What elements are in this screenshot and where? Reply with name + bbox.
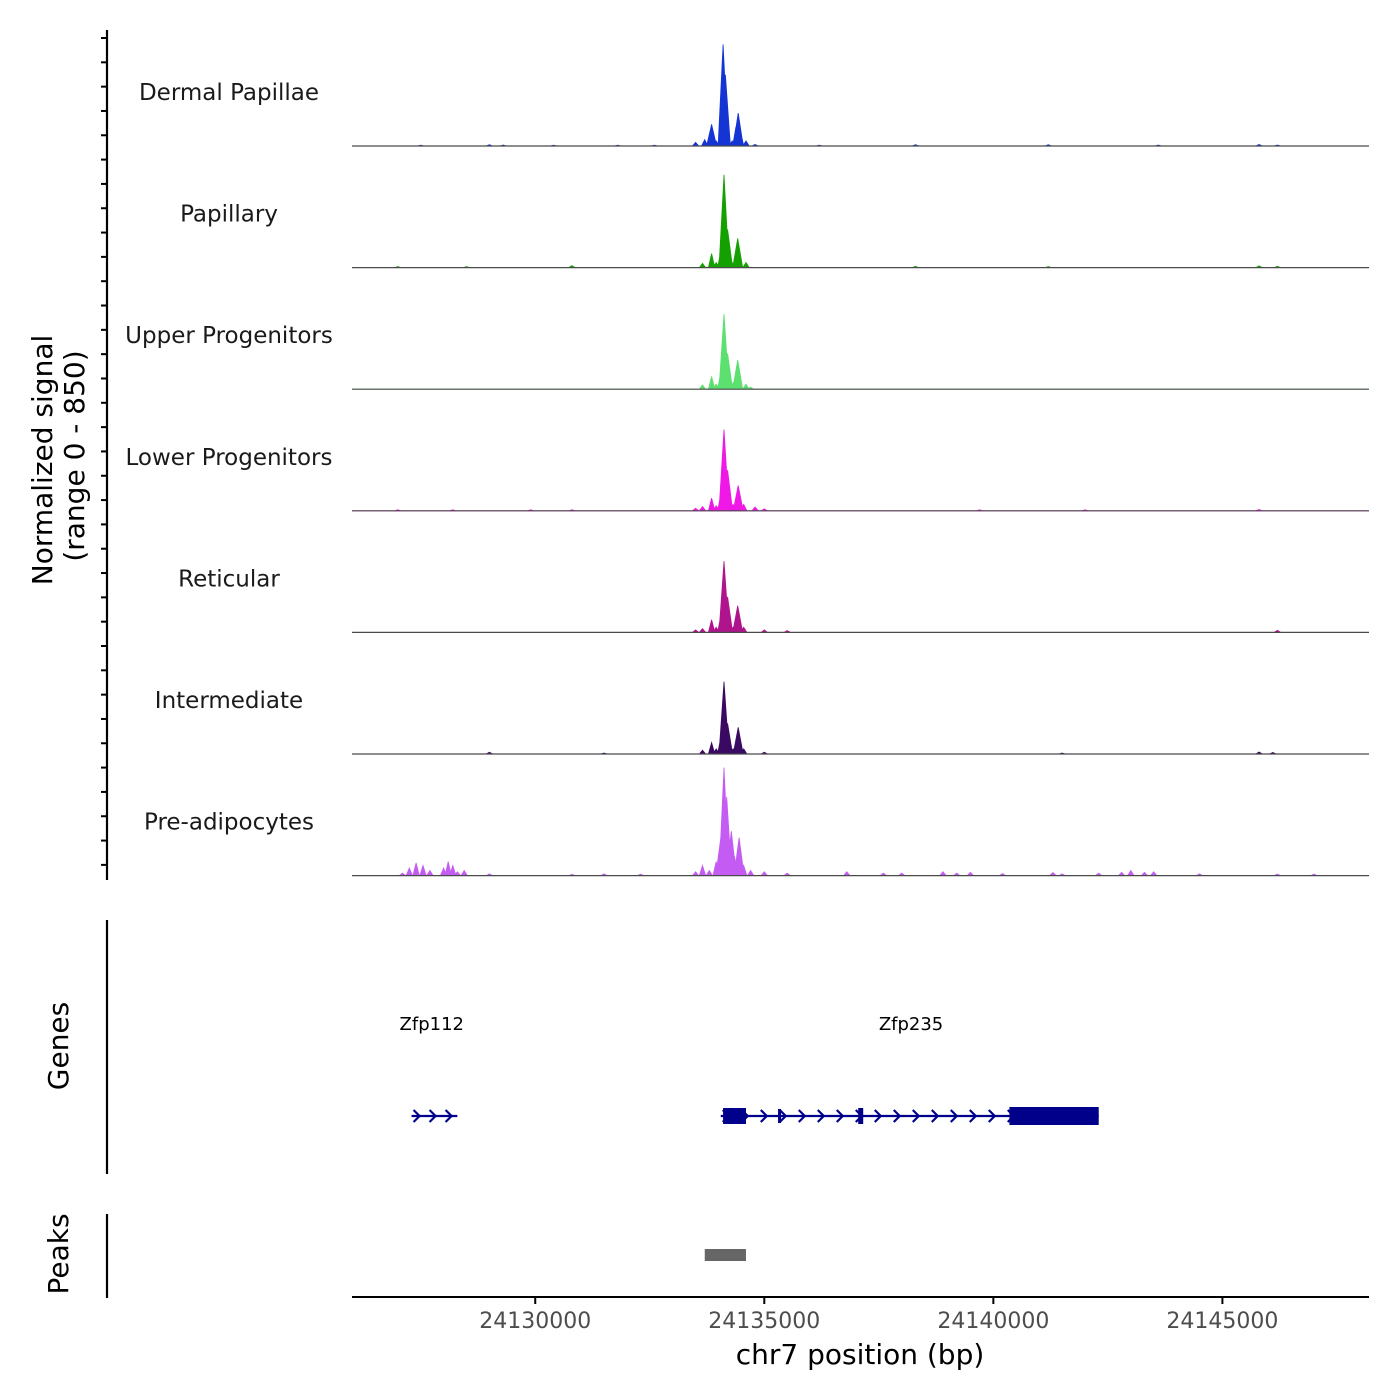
signal-area <box>352 174 1369 268</box>
track-lower-progenitors: Lower Progenitors <box>126 429 1369 512</box>
strand-arrow <box>911 1109 921 1123</box>
track-papillary: Papillary <box>180 174 1369 269</box>
peaks-axis-title: Peaks <box>42 1213 75 1294</box>
coverage-y-axis-title-line2: (range 0 - 850) <box>58 350 91 561</box>
coverage-y-axis-title-line1: Normalized signal <box>26 335 59 586</box>
x-axis-title: chr7 position (bp) <box>736 1338 985 1371</box>
signal-area <box>352 561 1369 633</box>
strand-arrow <box>892 1109 902 1123</box>
signal-area <box>352 44 1369 147</box>
track-label: Papillary <box>180 202 278 228</box>
strand-arrow <box>949 1109 959 1123</box>
strand-arrow <box>412 1109 422 1123</box>
strand-arrow <box>873 1109 883 1123</box>
track-intermediate: Intermediate <box>155 681 1369 755</box>
track-upper-progenitors: Upper Progenitors <box>125 314 1369 390</box>
genes-axis-title: Genes <box>42 1002 75 1090</box>
track-label: Dermal Papillae <box>139 80 319 106</box>
gene-label: Zfp112 <box>400 1014 464 1035</box>
gene-zfp112: Zfp112 <box>400 1014 464 1123</box>
strand-arrow <box>968 1109 978 1123</box>
signal-area <box>352 681 1369 755</box>
exon <box>723 1108 746 1124</box>
strand-arrow <box>428 1109 438 1123</box>
coverage-tracks: Dermal Papillae Papillary Upper Progenitor… <box>125 44 1369 877</box>
track-reticular: Reticular <box>178 561 1369 634</box>
strand-arrow <box>778 1109 788 1123</box>
signal-area <box>352 314 1369 390</box>
x-tick-label: 24130000 <box>479 1309 591 1334</box>
strand-arrow <box>759 1109 769 1123</box>
exon <box>858 1108 864 1124</box>
exon-coding-block <box>1009 1107 1099 1125</box>
track-pre-adipocytes: Pre-adipocytes <box>144 767 1369 877</box>
x-tick-label: 24135000 <box>708 1309 820 1334</box>
exon <box>778 1109 782 1123</box>
track-label: Pre-adipocytes <box>144 810 314 836</box>
gene-track: Zfp112 Zfp235 <box>400 1014 1099 1125</box>
strand-arrow <box>797 1109 807 1123</box>
track-dermal-papillae: Dermal Papillae <box>139 44 1369 147</box>
strand-arrow <box>835 1109 845 1123</box>
strand-arrow <box>987 1109 997 1123</box>
strand-arrow <box>930 1109 940 1123</box>
x-tick-label: 24145000 <box>1166 1309 1278 1334</box>
strand-arrow <box>444 1109 454 1123</box>
x-tick-label: 24140000 <box>937 1309 1049 1334</box>
track-label: Intermediate <box>155 688 303 714</box>
coverage-y-ticks <box>101 37 107 866</box>
track-label: Upper Progenitors <box>125 323 333 349</box>
track-label: Reticular <box>178 566 280 592</box>
strand-arrow <box>816 1109 826 1123</box>
signal-area <box>352 429 1369 512</box>
peak-track <box>704 1249 746 1261</box>
x-axis-ticks: 24130000 24135000 24140000 24145000 <box>479 1297 1278 1334</box>
gene-zfp235: Zfp235 <box>720 1014 1099 1125</box>
gene-label: Zfp235 <box>879 1014 943 1035</box>
peak-region <box>704 1249 746 1261</box>
signal-area <box>352 767 1369 876</box>
track-label: Lower Progenitors <box>126 445 333 471</box>
